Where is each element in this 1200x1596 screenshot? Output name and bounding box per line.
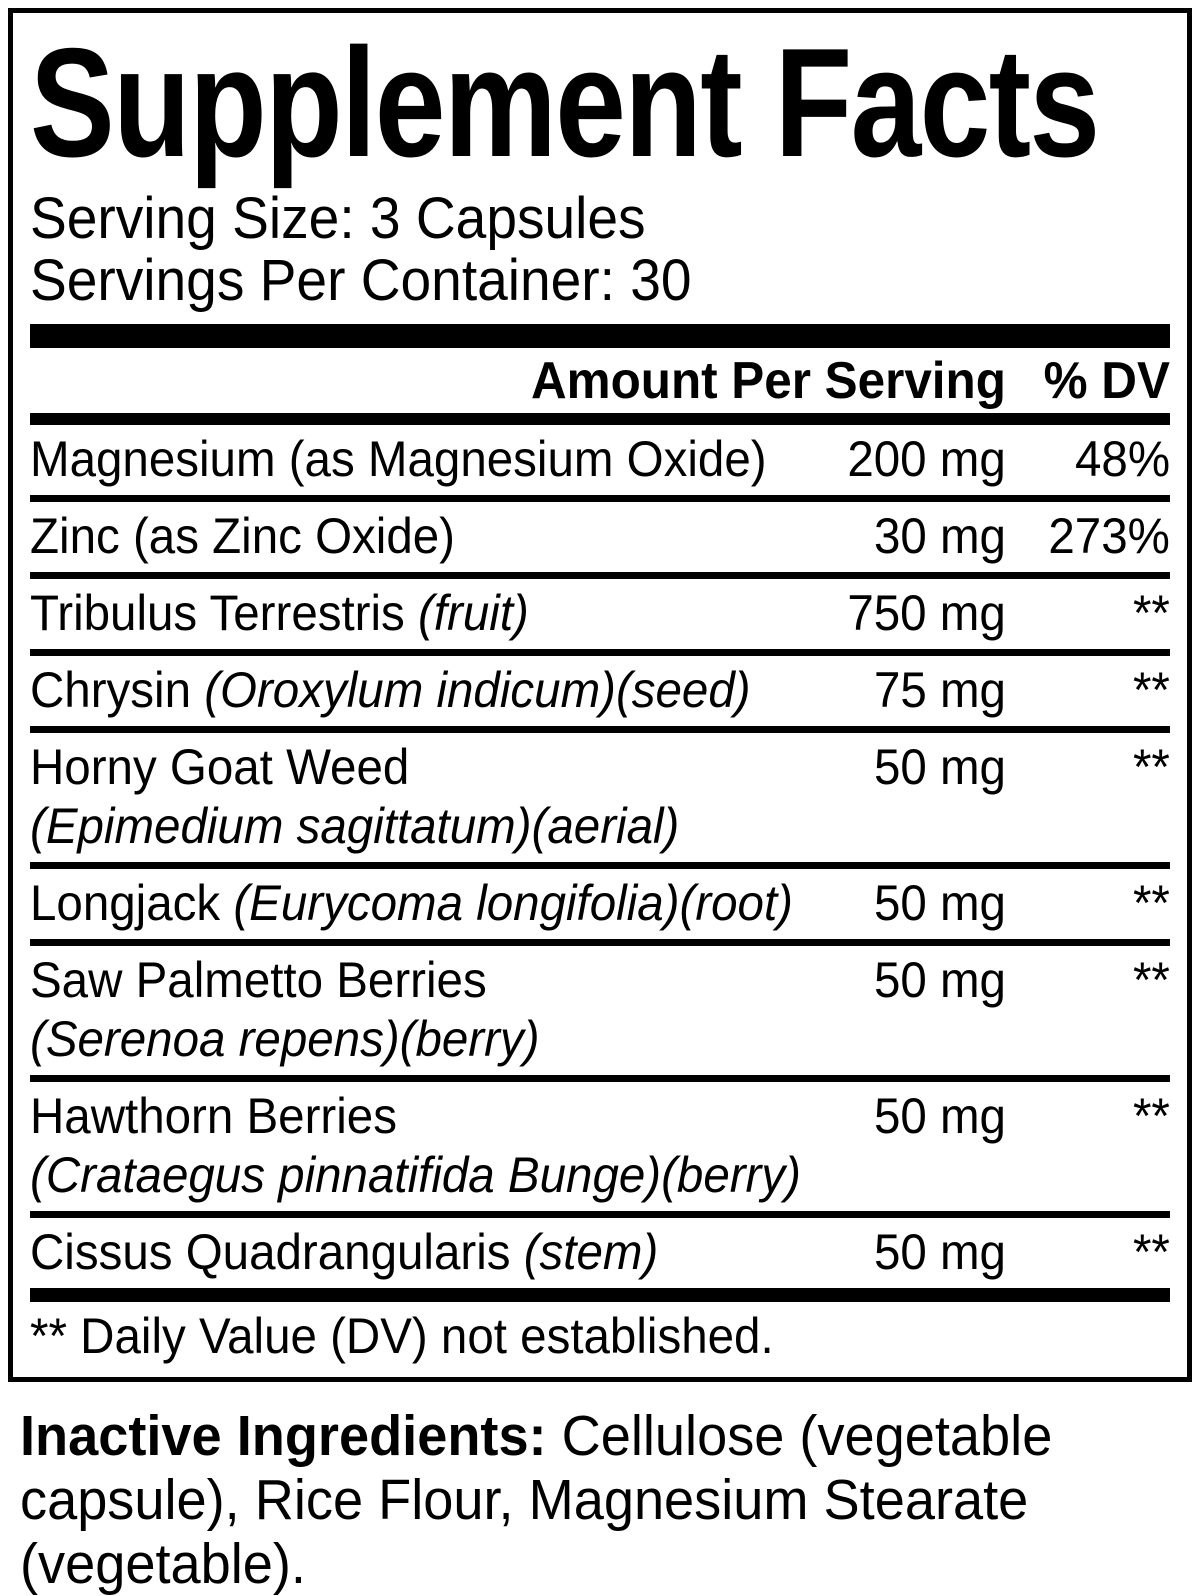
ingredient-amount: 30 mg [873, 508, 1006, 564]
ingredient-subline: (Epimedium sagittatum)(aerial) [30, 798, 680, 854]
ingredient-dv: ** [1133, 1224, 1170, 1280]
ingredient-row-horny-goat-weed: Horny Goat Weed 50 mg ** (Epimedium sagi… [30, 726, 1170, 862]
ingredient-dv: ** [1133, 952, 1170, 1008]
ingredient-subline: (Serenoa repens)(berry) [30, 1011, 540, 1067]
ingredient-detail: (stem) [523, 1224, 659, 1280]
ingredient-row-hawthorn: Hawthorn Berries 50 mg ** (Crataegus pin… [30, 1075, 1170, 1211]
ingredient-detail: (Eurycoma longifolia)(root) [233, 875, 793, 931]
ingredient-row-saw-palmetto: Saw Palmetto Berries 50 mg ** (Serenoa r… [30, 939, 1170, 1075]
ingredient-name: Saw Palmetto Berries [30, 952, 487, 1008]
ingredient-name: Horny Goat Weed [30, 739, 410, 795]
serving-info: Serving Size: 3 Capsules Servings Per Co… [30, 188, 1170, 312]
ingredient-name: Chrysin (Oroxylum indicum)(seed) [30, 662, 751, 718]
ingredient-name: Zinc (as Zinc Oxide) [30, 508, 455, 564]
ingredient-amount: 50 mg [873, 952, 1006, 1008]
ingredient-amount: 750 mg [847, 585, 1006, 641]
ingredient-row-magnesium: Magnesium (as Magnesium Oxide) 200 mg 48… [30, 425, 1170, 495]
footnote-divider-bar [30, 1288, 1170, 1302]
inactive-ingredients-label: Inactive Ingredients: [20, 1404, 547, 1468]
serving-size: Serving Size: 3 Capsules [30, 186, 646, 251]
table-header: Amount Per Serving % DV [30, 348, 1170, 413]
ingredient-row-cissus: Cissus Quadrangularis (stem) 50 mg ** [30, 1211, 1170, 1288]
ingredient-detail: (fruit) [418, 585, 529, 641]
ingredient-detail: (as Zinc Oxide) [132, 508, 455, 564]
ingredient-row-zinc: Zinc (as Zinc Oxide) 30 mg 273% [30, 495, 1170, 572]
servings-per-container: Servings Per Container: 30 [30, 248, 692, 313]
thick-divider-bar [30, 324, 1170, 348]
ingredient-amount: 75 mg [873, 662, 1006, 718]
ingredient-dv: ** [1133, 739, 1170, 795]
amount-per-serving-header: Amount Per Serving [531, 352, 1006, 410]
inactive-ingredients: Inactive Ingredients: Cellulose (vegetab… [20, 1404, 1053, 1596]
ingredient-dv: 48% [1074, 431, 1170, 487]
ingredient-name: Longjack (Eurycoma longifolia)(root) [30, 875, 793, 931]
ingredient-dv: ** [1133, 1088, 1170, 1144]
ingredient-amount: 50 mg [873, 1224, 1006, 1280]
ingredient-subline: (Crataegus pinnatifida Bunge)(berry) [30, 1147, 801, 1203]
header-divider-bar [30, 413, 1170, 425]
ingredient-dv: ** [1133, 585, 1170, 641]
ingredient-name: Tribulus Terrestris (fruit) [30, 585, 529, 641]
ingredient-row-longjack: Longjack (Eurycoma longifolia)(root) 50 … [30, 862, 1170, 939]
supplement-facts-label: Supplement Facts Serving Size: 3 Capsule… [8, 8, 1192, 1382]
daily-value-footnote: ** Daily Value (DV) not established. [30, 1308, 774, 1364]
ingredient-amount: 200 mg [847, 431, 1006, 487]
ingredient-detail: (Oroxylum indicum)(seed) [204, 662, 751, 718]
ingredient-name: Hawthorn Berries [30, 1088, 397, 1144]
ingredient-row-chrysin: Chrysin (Oroxylum indicum)(seed) 75 mg *… [30, 649, 1170, 726]
ingredient-amount: 50 mg [873, 739, 1006, 795]
ingredient-dv: 273% [1048, 508, 1170, 564]
ingredient-row-tribulus: Tribulus Terrestris (fruit) 750 mg ** [30, 572, 1170, 649]
ingredient-dv: ** [1133, 875, 1170, 931]
ingredient-table: Magnesium (as Magnesium Oxide) 200 mg 48… [30, 425, 1170, 1288]
ingredient-dv: ** [1133, 662, 1170, 718]
ingredient-name: Magnesium (as Magnesium Oxide) [30, 431, 767, 487]
ingredient-name: Cissus Quadrangularis (stem) [30, 1224, 659, 1280]
ingredient-detail: (as Magnesium Oxide) [288, 431, 767, 487]
percent-dv-header: % DV [1043, 352, 1170, 410]
ingredient-amount: 50 mg [873, 1088, 1006, 1144]
facts-title: Supplement Facts [30, 16, 1100, 189]
ingredient-amount: 50 mg [873, 875, 1006, 931]
